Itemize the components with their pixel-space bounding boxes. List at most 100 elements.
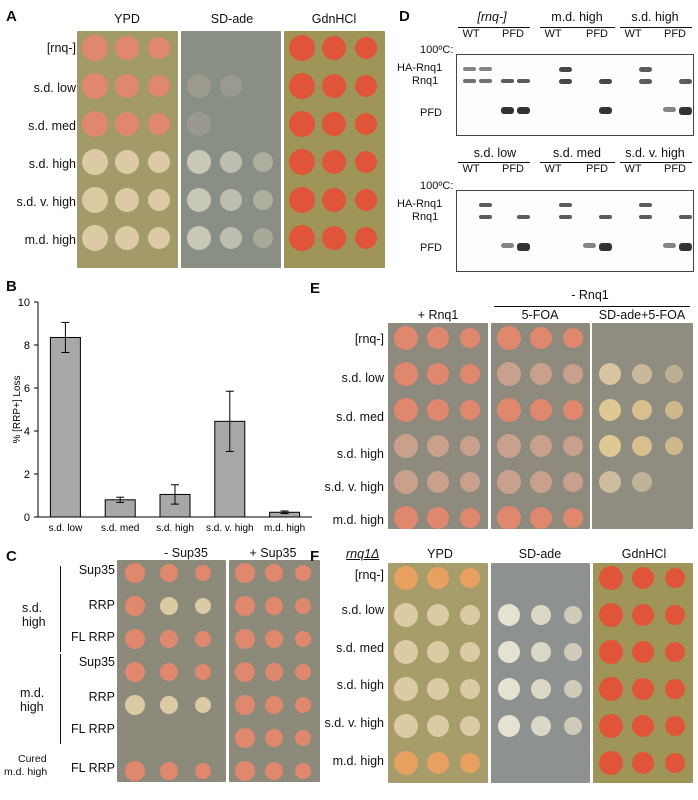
blot-band <box>583 243 596 248</box>
blot-band <box>599 79 612 84</box>
colony-spot <box>632 752 654 774</box>
panel-a-row-0: [rnq-] <box>46 41 76 55</box>
colony-spot <box>187 150 211 174</box>
colony-spot <box>460 328 480 348</box>
colony-spot <box>253 190 273 210</box>
colony-spot <box>187 188 211 212</box>
colony-spot <box>427 471 449 493</box>
panel-f-row-2: s.d. med <box>336 641 384 655</box>
panel-e-row-3: s.d. high <box>336 447 384 461</box>
colony-spot <box>394 751 418 775</box>
blot-band <box>479 79 492 83</box>
colony-spot <box>82 73 108 99</box>
y-axis-label: % [RRP+] Loss <box>12 375 23 443</box>
colony-spot <box>599 399 621 421</box>
panel-f-row-5: m.d. high <box>332 754 384 768</box>
colony-spot <box>125 629 145 649</box>
panel-d-top-group-2: s.d. high <box>631 10 679 24</box>
y-tick-label: 8 <box>24 340 30 352</box>
colony-spot <box>220 151 242 173</box>
blot-band <box>599 215 612 219</box>
colony-spot <box>632 436 652 456</box>
colony-spot <box>460 472 480 492</box>
colony-spot <box>460 400 480 420</box>
panel-e-row-1: s.d. low <box>341 371 384 385</box>
colony-spot <box>427 604 449 626</box>
panel-c-plate-0 <box>117 560 226 782</box>
blot-band <box>517 79 530 83</box>
colony-spot <box>563 364 583 384</box>
colony-spot <box>322 188 346 212</box>
colony-spot <box>427 752 449 774</box>
panel-a-row-2: s.d. med <box>28 119 76 133</box>
colony-spot <box>665 365 683 383</box>
panel-f-col-1: SD-ade <box>518 547 562 561</box>
blot-band <box>501 107 514 114</box>
colony-spot <box>187 226 211 250</box>
blot-band <box>517 243 530 251</box>
panel-c-col-0: - Sup35 <box>164 546 208 560</box>
colony-spot <box>148 37 170 59</box>
colony-spot <box>632 715 654 737</box>
panel-d-bottom-band-rnq1: Rnq1 <box>412 211 439 223</box>
panel-d-top-band-rnq1: Rnq1 <box>412 75 439 87</box>
colony-spot <box>235 629 255 649</box>
colony-spot <box>564 606 582 624</box>
colony-spot <box>148 75 170 97</box>
panel-d-top-wt-1: WT <box>544 28 562 40</box>
colony-spot <box>160 696 178 714</box>
panel-f-letter: F <box>310 548 320 565</box>
colony-spot <box>665 716 685 736</box>
x-tick-label: m.d. high <box>264 523 305 534</box>
colony-spot <box>427 507 449 529</box>
blot-band <box>559 203 572 207</box>
colony-spot <box>632 604 654 626</box>
colony-spot <box>394 566 418 590</box>
panel-c-row-5: FL RRP <box>71 722 115 736</box>
colony-spot <box>265 762 283 780</box>
colony-spot <box>497 326 521 350</box>
colony-spot <box>355 113 377 135</box>
colony-spot <box>220 75 242 97</box>
colony-spot <box>599 566 623 590</box>
colony-spot <box>563 328 583 348</box>
panel-a-col-sdade: SD-ade <box>210 12 254 26</box>
colony-spot <box>564 643 582 661</box>
colony-spot <box>563 436 583 456</box>
blot-band <box>679 215 692 219</box>
panel-d-bottom-group-1: s.d. med <box>553 146 601 160</box>
panel-d-top-wt-0: WT <box>462 28 480 40</box>
panel-d-bottom-band-ha: HA-Rnq1 <box>397 198 443 210</box>
colony-spot <box>322 150 346 174</box>
bar <box>49 336 81 518</box>
colony-spot <box>148 113 170 135</box>
colony-spot <box>355 75 377 97</box>
panel-c-row-6: FL RRP <box>71 761 115 775</box>
colony-spot <box>115 188 139 212</box>
y-tick-label: 2 <box>24 469 30 481</box>
colony-spot <box>498 715 520 737</box>
colony-spot <box>394 326 418 350</box>
blot-band <box>639 215 652 219</box>
panel-f-row-4: s.d. v. high <box>324 716 384 730</box>
panel-c-row-0: Sup35 <box>78 563 115 577</box>
colony-spot <box>394 506 418 529</box>
colony-spot <box>460 642 480 662</box>
panel-a-row-5: m.d. high <box>24 233 76 247</box>
panel-c-plate-1 <box>229 560 320 782</box>
colony-spot <box>394 434 418 458</box>
panel-a-row-4: s.d. v. high <box>16 195 76 209</box>
colony-spot <box>564 680 582 698</box>
panel-d-letter: D <box>399 8 410 25</box>
panel-d-top-pfd-1: PFD <box>586 28 608 40</box>
panel-d-top-group-1: m.d. high <box>551 10 603 24</box>
colony-spot <box>497 470 521 494</box>
panel-c-letter: C <box>6 548 17 565</box>
colony-spot <box>195 664 211 680</box>
panel-f-row-3: s.d. high <box>336 678 384 692</box>
panel-c-col-1: + Sup35 <box>249 546 297 560</box>
blot-band <box>663 243 676 248</box>
colony-spot <box>427 327 449 349</box>
panel-d-top-line-1 <box>540 27 615 28</box>
blot-band <box>599 243 612 251</box>
